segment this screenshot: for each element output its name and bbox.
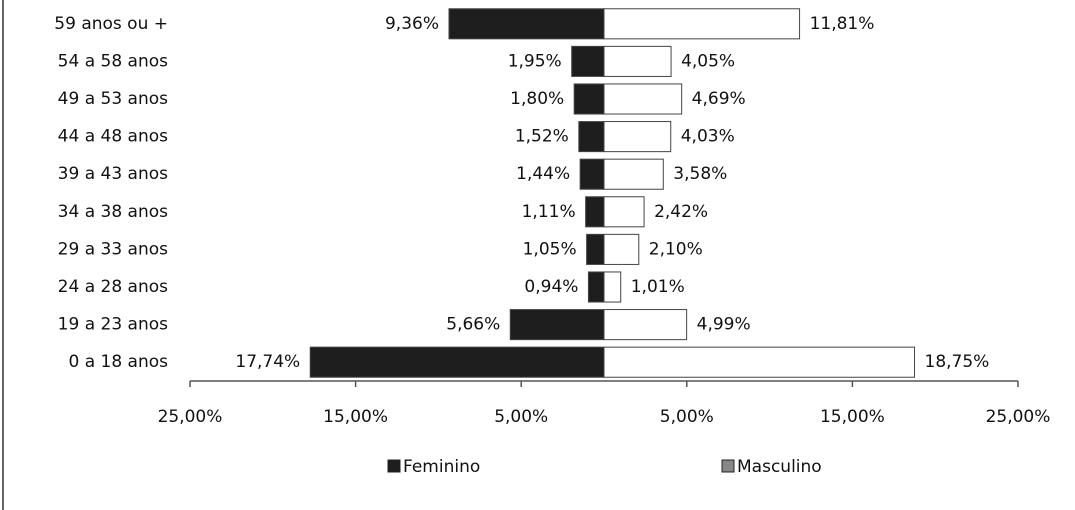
- data-label: 2,42%: [654, 202, 708, 222]
- data-label: 5,66%: [446, 315, 500, 335]
- data-label: 4,99%: [697, 315, 751, 335]
- bar: [603, 45, 672, 77]
- bar: [586, 233, 605, 265]
- category-label: 19 a 23 anos: [58, 315, 168, 335]
- data-label: 0,94%: [524, 277, 578, 297]
- bar: [585, 196, 605, 228]
- data-label: 9,36%: [385, 14, 439, 34]
- data-label: 2,10%: [649, 239, 703, 259]
- data-label: 3,58%: [673, 164, 727, 184]
- category-label: 44 a 48 anos: [58, 127, 168, 147]
- x-tick-label: 15,00%: [323, 407, 388, 427]
- data-label: 11,81%: [810, 14, 875, 34]
- x-tick-label: 25,00%: [158, 407, 223, 427]
- data-label: 1,01%: [631, 277, 685, 297]
- bar: [603, 346, 915, 378]
- category-label: 39 a 43 anos: [58, 164, 168, 184]
- data-label: 1,80%: [510, 89, 564, 109]
- x-tick-label: 5,00%: [494, 407, 548, 427]
- data-label: 1,44%: [516, 164, 570, 184]
- legend-label: Masculino: [737, 457, 822, 477]
- bar: [603, 309, 688, 341]
- bar: [603, 271, 622, 303]
- data-label: 4,69%: [692, 89, 746, 109]
- bar: [587, 271, 605, 303]
- legend-label: Feminino: [403, 457, 480, 477]
- bar: [509, 309, 605, 341]
- category-label: 0 a 18 anos: [68, 352, 168, 372]
- data-label: 1,11%: [522, 202, 576, 222]
- data-label: 1,95%: [508, 51, 562, 71]
- bar: [603, 233, 640, 265]
- x-tick-label: 25,00%: [986, 407, 1051, 427]
- category-label: 29 a 33 anos: [58, 239, 168, 259]
- category-label: 49 a 53 anos: [58, 89, 168, 109]
- data-label: 4,03%: [681, 127, 735, 147]
- bar: [603, 196, 645, 228]
- x-tick-label: 15,00%: [820, 407, 885, 427]
- category-label: 59 anos ou +: [54, 14, 168, 34]
- legend-swatch: [387, 459, 401, 473]
- bar: [603, 121, 672, 153]
- bar: [603, 8, 801, 40]
- bar: [573, 83, 605, 115]
- bar: [579, 158, 605, 190]
- x-tick-label: 5,00%: [660, 407, 714, 427]
- category-label: 54 a 58 anos: [58, 51, 168, 71]
- data-label: 4,05%: [681, 51, 735, 71]
- category-label: 24 a 28 anos: [58, 277, 168, 297]
- data-label: 17,74%: [235, 352, 300, 372]
- data-label: 1,05%: [523, 239, 577, 259]
- data-label: 1,52%: [515, 127, 569, 147]
- bar: [603, 158, 664, 190]
- bar: [571, 45, 605, 77]
- bar: [603, 83, 683, 115]
- bar: [578, 121, 605, 153]
- bar: [448, 8, 605, 40]
- bar: [309, 346, 605, 378]
- category-label: 34 a 38 anos: [58, 202, 168, 222]
- data-label: 18,75%: [925, 352, 990, 372]
- legend-swatch: [721, 459, 735, 473]
